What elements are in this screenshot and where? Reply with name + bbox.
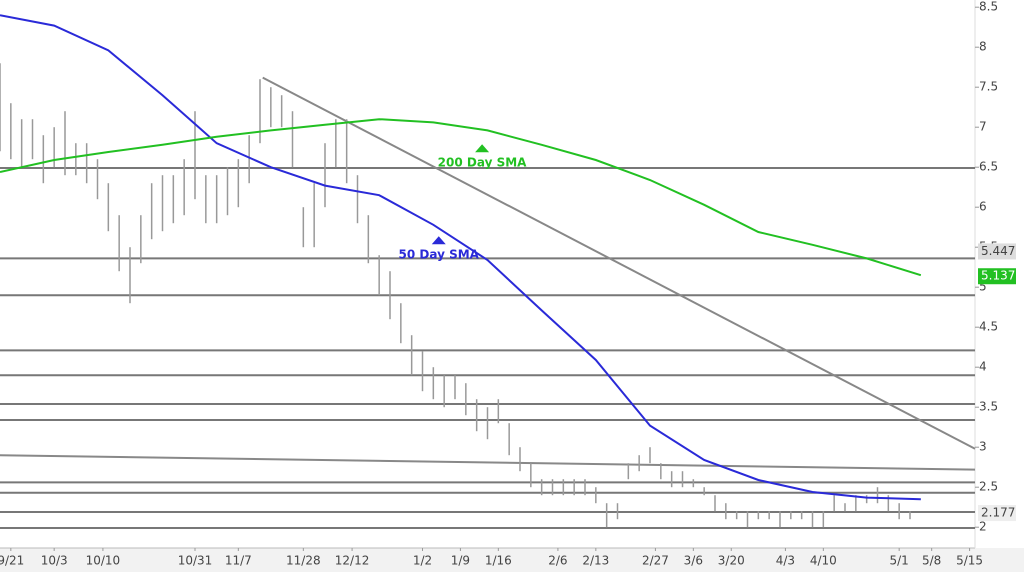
x-tick-label: 3/6: [684, 554, 703, 568]
x-tick-label: 11/7: [225, 554, 252, 568]
price-label: 2.177: [981, 506, 1015, 520]
x-tick-label: 12/12: [335, 554, 370, 568]
y-tick-label: 2: [979, 520, 987, 534]
trend-line: [0, 454, 976, 471]
price-label: 5.137: [981, 269, 1015, 283]
legend-entry: 50 Day SMA: [399, 248, 480, 262]
legend-entry: 200 Day SMA: [438, 156, 528, 170]
y-tick-label: 5: [979, 280, 987, 294]
x-tick-label: 9/21: [0, 554, 24, 568]
x-tick-label: 1/2: [413, 554, 432, 568]
x-tick-label: 3/20: [718, 554, 745, 568]
price-label: 5.447: [981, 244, 1015, 258]
x-tick-label: 2/6: [548, 554, 567, 568]
x-tick-label: 5/8: [922, 554, 941, 568]
legend-marker: [475, 144, 490, 153]
y-tick-label: 6: [979, 200, 987, 214]
y-tick-label: 7: [979, 120, 987, 134]
x-tick-label: 2/27: [642, 554, 669, 568]
price-label-box: [978, 505, 1016, 522]
sma-line: [0, 14, 921, 501]
y-tick-label: 8: [979, 40, 987, 54]
x-tick-label: 1/9: [451, 554, 470, 568]
x-tick-label: 5/15: [956, 554, 983, 568]
x-tick-label: 1/16: [485, 554, 512, 568]
x-tick-label: 5/1: [890, 554, 909, 568]
legend-marker: [431, 236, 446, 245]
y-tick-label: 4: [979, 360, 987, 374]
y-tick-label: 3: [979, 440, 987, 454]
x-tick-label: 10/10: [86, 554, 121, 568]
y-tick-label: 7.5: [979, 80, 998, 94]
y-tick-label: 3.5: [979, 400, 998, 414]
x-tick-label: 10/31: [178, 554, 213, 568]
y-tick-label: 2.5: [979, 480, 998, 494]
x-tick-label: 11/28: [286, 554, 321, 568]
x-tick-label: 4/10: [810, 554, 837, 568]
price-label-box: [978, 268, 1016, 285]
x-tick-label: 10/3: [41, 554, 68, 568]
x-tick-label: 4/3: [776, 554, 795, 568]
x-tick-label: 2/13: [582, 554, 609, 568]
y-tick-label: 4.5: [979, 320, 998, 334]
price-label-box: [978, 243, 1016, 260]
trend-line: [262, 76, 976, 450]
y-tick-label: 8.5: [979, 0, 998, 14]
x-axis-band: [0, 548, 1024, 572]
sma-line: [0, 118, 922, 277]
y-tick-label: 6.5: [979, 160, 998, 174]
